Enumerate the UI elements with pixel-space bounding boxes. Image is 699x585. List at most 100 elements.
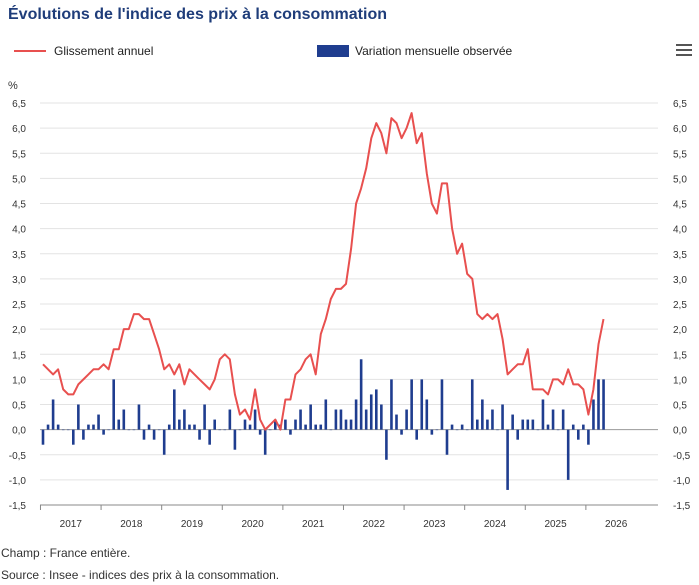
bar — [420, 379, 424, 430]
bar — [329, 429, 333, 431]
bar — [248, 424, 252, 430]
bar — [324, 399, 328, 430]
y-tick-label-right: 2,5 — [673, 300, 687, 311]
bar — [364, 409, 368, 430]
y-tick-label-right: 6,0 — [673, 124, 687, 135]
bar — [597, 379, 600, 430]
bar — [435, 429, 439, 431]
bar — [339, 409, 343, 430]
y-tick-label-right: 5,0 — [673, 174, 687, 185]
bar — [344, 419, 348, 430]
x-tick-label: 2024 — [484, 519, 507, 530]
bar — [359, 359, 363, 430]
bar — [465, 429, 469, 431]
bar — [193, 424, 196, 430]
x-tick-label: 2023 — [423, 519, 446, 530]
x-tick-label: 2026 — [605, 519, 628, 530]
bar — [132, 429, 136, 431]
y-tick-label-left: 6,5 — [12, 99, 26, 110]
y-tick-label-left: 6,0 — [12, 124, 26, 135]
bar — [531, 419, 535, 430]
y-tick-label-left: 5,5 — [12, 149, 26, 160]
bar — [253, 409, 257, 430]
y-tick-label-right: 0,5 — [673, 401, 687, 412]
hamburger-menu-icon[interactable] — [676, 44, 692, 58]
bar — [208, 429, 211, 445]
bar — [476, 419, 479, 430]
bar — [72, 429, 75, 445]
x-tick-label: 2017 — [60, 519, 83, 530]
bar — [173, 389, 176, 430]
bar — [304, 424, 307, 430]
bar — [349, 419, 353, 430]
bar — [178, 419, 181, 430]
y-axis-unit: % — [8, 80, 18, 92]
bar — [566, 429, 570, 480]
legend-bar-label: Variation mensuelle observée — [355, 44, 513, 58]
bar — [299, 409, 302, 430]
bar — [395, 414, 398, 430]
bar — [582, 424, 585, 430]
bar — [223, 429, 227, 431]
y-tick-label-right: -1,5 — [673, 501, 691, 512]
x-tick-label: 2019 — [181, 519, 204, 530]
bar — [142, 429, 146, 440]
y-tick-label-left: 4,0 — [12, 225, 26, 236]
y-tick-label-right: 5,5 — [673, 149, 687, 160]
bar — [592, 399, 595, 430]
x-tick-label: 2018 — [120, 519, 143, 530]
bar — [526, 419, 530, 430]
bar — [157, 429, 161, 431]
x-tick-label: 2020 — [241, 519, 264, 530]
legend-line-label: Glissement annuel — [54, 44, 154, 58]
bar — [486, 419, 489, 430]
bar — [51, 399, 55, 430]
legend-line-swatch — [14, 50, 46, 52]
bar — [97, 414, 100, 430]
bar — [107, 429, 110, 431]
bar — [183, 409, 186, 430]
bar — [137, 404, 141, 430]
bar — [56, 424, 60, 430]
y-tick-label-left: 0,5 — [12, 401, 26, 412]
bar — [319, 424, 323, 430]
bar — [243, 419, 247, 430]
page-title: Évolutions de l'indice des prix à la con… — [8, 6, 387, 23]
bar — [481, 399, 484, 430]
bar — [167, 424, 171, 430]
bar — [82, 429, 85, 440]
bar — [122, 409, 126, 430]
y-tick-label-left: -1,5 — [9, 501, 27, 512]
footnote-champ: Champ : France entière. — [1, 546, 131, 560]
bar — [390, 379, 393, 430]
x-tick-label: 2021 — [302, 519, 325, 530]
bar — [203, 404, 206, 430]
bar — [354, 399, 358, 430]
y-tick-label-right: 1,0 — [673, 375, 687, 386]
y-tick-label-left: -0,5 — [9, 451, 27, 462]
bar — [491, 409, 494, 430]
bar — [380, 404, 383, 430]
bar — [258, 429, 262, 435]
bar — [561, 409, 565, 430]
y-tick-label-right: -0,5 — [673, 451, 691, 462]
legend-item-line[interactable]: Glissement annuel — [14, 44, 153, 58]
bar — [400, 429, 403, 435]
y-tick-label-right: 4,5 — [673, 200, 687, 211]
bar — [87, 424, 90, 430]
y-tick-label-right: 4,0 — [673, 225, 687, 236]
bar — [516, 429, 519, 440]
bar — [541, 399, 545, 430]
bar — [496, 429, 499, 431]
bar — [238, 429, 242, 431]
bar — [213, 419, 216, 430]
y-tick-label-left: 4,5 — [12, 200, 26, 211]
bar — [274, 419, 277, 430]
bar — [450, 424, 454, 430]
bar — [501, 404, 504, 430]
y-tick-label-left: 1,5 — [12, 350, 26, 361]
legend-item-bar[interactable]: Variation mensuelle observée — [317, 44, 512, 58]
y-tick-label-right: 2,0 — [673, 325, 687, 336]
bar — [369, 394, 373, 430]
